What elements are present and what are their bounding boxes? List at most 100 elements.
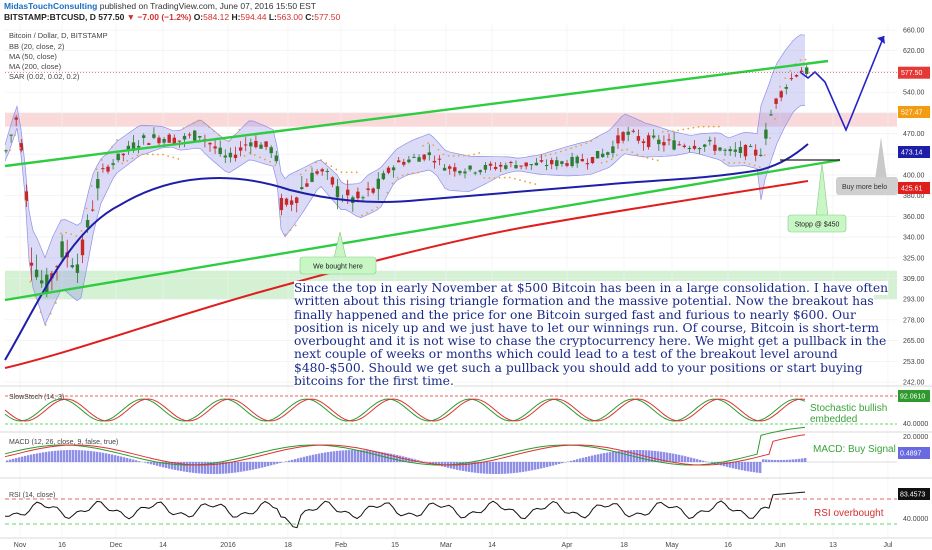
macd-bar — [771, 459, 774, 462]
macd-bar — [99, 452, 102, 462]
macd-bar — [717, 462, 720, 465]
candle-body — [34, 269, 39, 278]
macd-bar — [36, 453, 39, 462]
sar-dot — [269, 160, 271, 163]
sar-dot — [483, 176, 486, 179]
sar-dot — [514, 177, 516, 180]
macd-bar — [372, 451, 375, 462]
sar-dot — [401, 174, 404, 177]
sar-dot — [345, 171, 348, 174]
sar-dot — [712, 125, 715, 128]
macd-bar — [117, 455, 120, 462]
legend-sar[interactable]: SAR (0.02, 0.02, 0.2) — [9, 72, 80, 81]
macd-bar — [780, 459, 783, 462]
macd-bar — [519, 462, 522, 473]
macd-bar — [420, 460, 423, 462]
sar-dot — [488, 177, 491, 179]
candle-body — [274, 155, 278, 162]
sar-dot — [167, 155, 170, 157]
sar-dot — [60, 232, 62, 235]
macd-bar — [546, 462, 549, 468]
sar-dot — [49, 312, 52, 315]
macd-bar — [204, 462, 207, 474]
rsi-label: RSI (14, close) — [9, 492, 55, 499]
candle-body — [193, 130, 197, 141]
macd-bar — [171, 462, 174, 470]
macd-bar — [582, 457, 585, 462]
macd-bar — [93, 451, 96, 462]
candle-body — [748, 146, 753, 148]
candle-body — [478, 170, 482, 173]
macd-bar — [591, 455, 594, 462]
macd-bar — [177, 462, 180, 471]
sar-dot — [539, 155, 542, 158]
macd-bar — [660, 451, 663, 462]
macd-bar — [528, 462, 531, 471]
macd-bar — [597, 454, 600, 462]
candle-body — [238, 147, 243, 151]
macd-bar — [675, 454, 678, 462]
sar-dot — [503, 176, 506, 179]
sar-dot — [75, 234, 78, 237]
sar-dot — [126, 159, 129, 162]
callout-stop: Stopp @ $450 — [787, 162, 847, 233]
candle-body — [244, 144, 248, 146]
candle-body — [631, 130, 635, 132]
macd-bar — [60, 450, 63, 462]
macd-bar — [669, 453, 672, 462]
ma50-line — [4, 143, 809, 361]
sar-dot — [391, 182, 394, 185]
macd-bar — [18, 457, 21, 462]
macd-bar — [366, 450, 369, 462]
macd-bar — [510, 462, 513, 474]
candle-body — [172, 137, 176, 145]
sar-dot — [238, 128, 241, 131]
legend-ma50[interactable]: MA (50, close) — [9, 52, 57, 61]
candle-body — [784, 87, 788, 89]
macd-bar — [309, 455, 312, 462]
macd-bar — [144, 462, 147, 463]
legend-bb[interactable]: BB (20, close, 2) — [9, 42, 65, 51]
candle-body — [75, 264, 80, 273]
candle-body — [397, 160, 401, 163]
candle-body — [106, 166, 110, 172]
legend-symbol[interactable]: Bitcoin / Dollar, D, BITSTAMP — [9, 31, 108, 40]
price-tag — [898, 182, 930, 194]
candle-body — [703, 144, 707, 147]
sar-dot — [228, 140, 231, 142]
candle-body — [534, 162, 539, 166]
publisher-name[interactable]: MidasTouchConsulting — [4, 1, 98, 11]
macd-bar — [192, 462, 195, 473]
candle-body — [509, 161, 513, 163]
macd-bar — [153, 462, 156, 466]
candle-body — [320, 169, 324, 172]
candle-body — [70, 265, 74, 268]
macd-bar — [759, 462, 762, 473]
macd-bar — [111, 454, 114, 462]
sar-dot — [738, 161, 741, 164]
macd-bar — [303, 456, 306, 462]
macd-bar — [477, 462, 480, 474]
sar-dot — [498, 176, 501, 179]
legend-ma200[interactable]: MA (200, close) — [9, 62, 62, 71]
macd-bar — [798, 458, 801, 462]
candle-body — [657, 139, 661, 145]
sar-dot — [9, 149, 11, 152]
candle-body — [713, 144, 717, 151]
candle-body — [641, 141, 646, 144]
macd-bar — [549, 462, 552, 467]
sar-dot — [157, 153, 159, 156]
macd-bar — [702, 460, 705, 462]
symbol[interactable]: BITSTAMP:BTCUSD, D — [4, 12, 96, 22]
macd-bar — [792, 459, 795, 462]
candle-body — [218, 147, 222, 154]
macd-bar — [207, 462, 210, 474]
price-tick-label: 470.00 — [903, 131, 925, 138]
projection-path — [799, 35, 885, 133]
candle-body — [228, 152, 233, 158]
rsi-value-tag — [898, 488, 930, 500]
macd-bar — [126, 457, 129, 462]
macd-bar — [696, 459, 699, 462]
time-axis: Nov 16 Dec 14 2016 18 Feb 15 Mar 14 Apr 18 May 16 Jun 1… — [14, 542, 893, 549]
macd-bar — [249, 462, 252, 471]
